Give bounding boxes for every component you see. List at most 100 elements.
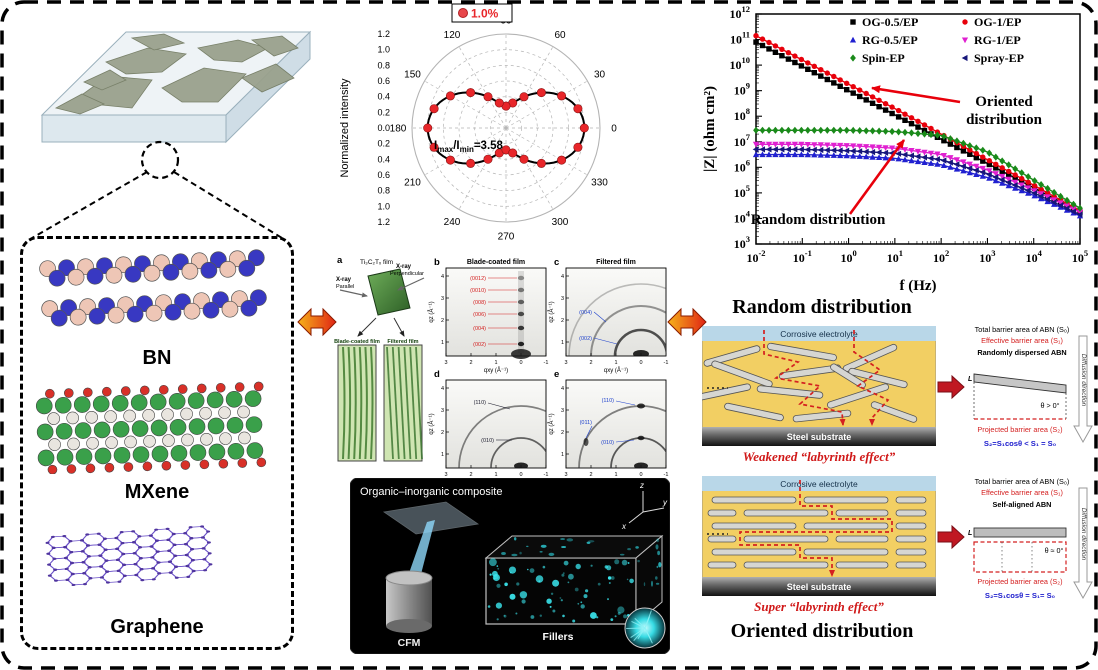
xray-left-label: X-ray bbox=[336, 277, 352, 283]
bn-atom bbox=[221, 300, 239, 318]
y-tick-label: 109 bbox=[734, 81, 750, 98]
marker-circle bbox=[772, 43, 779, 49]
y-tick-label: 2 bbox=[441, 430, 444, 436]
hexagon bbox=[46, 535, 72, 549]
tspan: 12 bbox=[742, 6, 751, 14]
mxene-atom bbox=[170, 444, 188, 462]
marker-square bbox=[759, 42, 766, 49]
x-tick-label: 104 bbox=[1026, 248, 1043, 265]
composite-slab-illustration bbox=[40, 30, 312, 144]
marker-circle bbox=[805, 60, 811, 66]
bn-atom bbox=[164, 303, 182, 321]
data-point bbox=[519, 92, 529, 102]
tspan: 0 bbox=[852, 248, 856, 258]
marker-circle bbox=[863, 90, 869, 97]
x-tick-label: 103 bbox=[979, 248, 995, 265]
marker-triangle-left bbox=[914, 153, 921, 160]
mxene-atom bbox=[177, 383, 188, 394]
marker-diamond bbox=[902, 128, 908, 136]
marker-diamond bbox=[915, 129, 921, 138]
marker-circle bbox=[980, 154, 986, 160]
marker-diamond bbox=[792, 126, 798, 134]
filler-dot bbox=[580, 601, 583, 604]
abn-rod bbox=[707, 561, 737, 569]
mxene-atom bbox=[237, 405, 250, 418]
bragg-spot bbox=[637, 435, 645, 441]
y-tick-label: 104 bbox=[734, 208, 751, 225]
marker-square bbox=[954, 144, 960, 151]
marker-diamond bbox=[779, 126, 785, 134]
filler-dot-side bbox=[658, 562, 662, 568]
polar-radial-label: 1.2 bbox=[377, 217, 390, 227]
parallel-label: Parallel bbox=[336, 284, 354, 290]
marker-triangle-left bbox=[901, 151, 908, 158]
peak-label: (011) bbox=[580, 420, 593, 426]
marker-diamond bbox=[986, 149, 993, 157]
marker-square bbox=[882, 107, 889, 113]
y-tick-label: 4 bbox=[561, 386, 564, 392]
flow-arrow-random bbox=[937, 374, 965, 400]
bn-atom bbox=[124, 265, 142, 283]
mxene-atom bbox=[218, 405, 231, 419]
marker-triangle-left bbox=[772, 146, 778, 153]
filler-dot-top bbox=[540, 544, 547, 548]
marker-circle bbox=[753, 33, 759, 39]
hexagon bbox=[83, 566, 108, 579]
mxene-atom bbox=[132, 445, 150, 463]
filler-dot bbox=[535, 575, 544, 583]
filler-dot bbox=[614, 615, 617, 618]
x-tick-label: 1 bbox=[614, 472, 617, 476]
marker-diamond bbox=[753, 126, 759, 134]
tspan: 10 bbox=[840, 251, 852, 265]
marker-circle bbox=[779, 46, 785, 52]
mxene-atom bbox=[131, 419, 149, 437]
marker-triangle-left bbox=[811, 146, 817, 153]
mxene-atom bbox=[238, 431, 251, 444]
mxene-atom bbox=[227, 442, 245, 460]
x-tick-label: 105 bbox=[1072, 248, 1088, 265]
tspan: 6 bbox=[746, 157, 750, 167]
mxene-atom bbox=[196, 383, 207, 393]
mxene-atom bbox=[85, 410, 98, 424]
marker-square bbox=[837, 83, 843, 89]
mxene-atom bbox=[120, 385, 131, 396]
abn-bar-label: Randomly dispersed ABN bbox=[977, 348, 1066, 357]
data-point bbox=[445, 91, 455, 101]
mxene-atom bbox=[73, 395, 91, 413]
mxene-atom bbox=[48, 437, 61, 451]
hexagon bbox=[99, 548, 125, 562]
filler-dot bbox=[567, 581, 570, 584]
abn-rod bbox=[743, 561, 829, 569]
mxene-atom bbox=[151, 445, 169, 462]
hexagon bbox=[82, 555, 108, 568]
marker-circle bbox=[824, 70, 830, 76]
panel-b-letter: b bbox=[434, 257, 440, 268]
filler-dot bbox=[546, 598, 552, 604]
marker-circle bbox=[798, 56, 805, 63]
mxene-atom bbox=[36, 423, 54, 440]
y-tick-label: 106 bbox=[734, 157, 750, 174]
legend-label: OG-0.5/EP bbox=[862, 15, 918, 29]
beamstop bbox=[511, 349, 531, 359]
marker-triangle-left bbox=[934, 156, 940, 163]
filtered-film-label: Filtered film bbox=[387, 339, 418, 345]
marker-circle bbox=[792, 53, 798, 59]
annotation-random: Random distribution bbox=[751, 212, 886, 228]
abn-rod bbox=[707, 535, 737, 543]
y-tick-label: 1 bbox=[561, 452, 564, 458]
marker-triangle-left bbox=[791, 146, 798, 153]
peak-label: (002) bbox=[473, 342, 486, 348]
y-tick-label: 108 bbox=[734, 106, 750, 123]
diffusion-direction-label: Diffusion direction bbox=[1080, 508, 1087, 561]
giwaxs-panel: a Ti₃C₂Tₓ film X-ray Parallel X-ray Perp… bbox=[334, 255, 668, 476]
marker-triangle-left bbox=[804, 146, 811, 153]
filler-dot bbox=[550, 592, 554, 595]
hexagon bbox=[66, 572, 92, 586]
filler-dot bbox=[627, 562, 630, 564]
marker-square bbox=[895, 114, 902, 120]
bn-atom bbox=[67, 268, 85, 286]
x-tick-label: 0 bbox=[519, 472, 522, 476]
x-tick-label: 2 bbox=[469, 360, 472, 366]
bn-atom bbox=[202, 301, 220, 319]
